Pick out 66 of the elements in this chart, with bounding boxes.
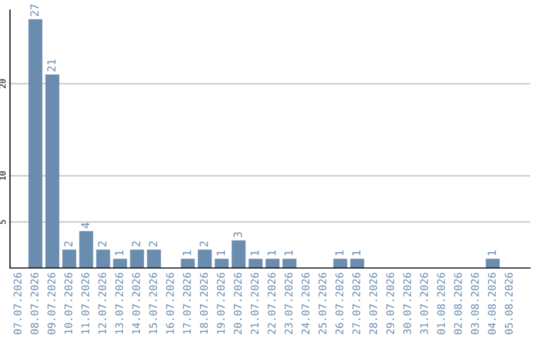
x-tick-label: 22.07.2026 [268,272,276,334]
bar [350,258,364,268]
bar [28,19,42,268]
bar [248,258,263,268]
x-tick-label: 25.07.2026 [318,272,326,334]
x-tick-label: 08.07.2026 [30,272,38,334]
data-label: 1 [250,250,259,256]
data-label: 1 [115,250,124,256]
x-tick-label: 24.07.2026 [302,272,310,334]
x-tick-label: 20.07.2026 [234,272,242,334]
data-label: 1 [182,250,191,256]
x-tick-label: 10.07.2026 [64,272,72,334]
x-tick-label: 29.07.2026 [386,272,394,334]
data-label: 1 [216,250,225,256]
data-label: 3 [234,232,242,238]
bar [282,258,296,268]
data-label: 27 [30,4,39,16]
data-label: 4 [81,222,90,228]
x-tick-label: 05.08.2026 [504,272,513,334]
data-label: 2 [148,242,158,246]
x-tick-label: 31.07.2026 [420,272,428,334]
data-label: 1 [488,250,496,256]
x-tick-label: 16.07.2026 [166,272,174,334]
bar [266,258,280,268]
bar [147,250,161,268]
bar [45,74,60,268]
data-label: 2 [64,242,72,246]
x-tick-label: 17.07.2026 [183,272,191,334]
x-tick-label: 19.07.2026 [216,272,225,334]
x-tick-label: 11.07.2026 [81,272,90,334]
x-tick-label: 01.08.2026 [437,272,445,334]
x-tick-label: 03.08.2026 [470,272,479,334]
bar [113,258,128,268]
bar [130,250,144,268]
x-tick-label: 07.07.2026 [14,272,22,334]
bar [214,258,229,268]
x-tick-label: 21.07.2026 [250,272,259,334]
x-tick-label: 09.07.2026 [48,272,56,334]
x-tick-label: 28.07.2026 [369,272,378,334]
x-tick-label: 23.07.2026 [284,272,293,334]
bar [180,258,195,268]
bar [333,258,348,268]
data-label: 2 [98,242,106,246]
data-label: 1 [352,250,360,256]
x-tick-label: 30.07.2026 [403,272,412,334]
x-tick-label: 12.07.2026 [98,272,106,334]
bar [96,250,110,268]
bar [232,240,246,268]
data-label: 2 [132,242,140,246]
bar [486,258,500,268]
x-tick-label: 27.07.2026 [352,272,360,334]
x-tick-label: 04.08.2026 [488,272,496,334]
bar [62,250,76,268]
data-label: 1 [284,250,293,256]
data-label: 1 [335,250,344,256]
bar [198,250,212,268]
x-tick-label: 02.08.2026 [454,272,462,334]
x-tick-label: 14.07.2026 [132,272,140,334]
data-label: 1 [268,250,276,256]
x-tick-label: 18.07.2026 [200,272,208,334]
data-label: 21 [47,60,56,72]
bar [79,231,94,268]
x-tick-label: 15.07.2026 [149,272,158,334]
x-tick-label: 26.07.2026 [335,272,344,334]
x-tick-label: 13.07.2026 [115,272,124,334]
data-label: 2 [200,242,208,246]
